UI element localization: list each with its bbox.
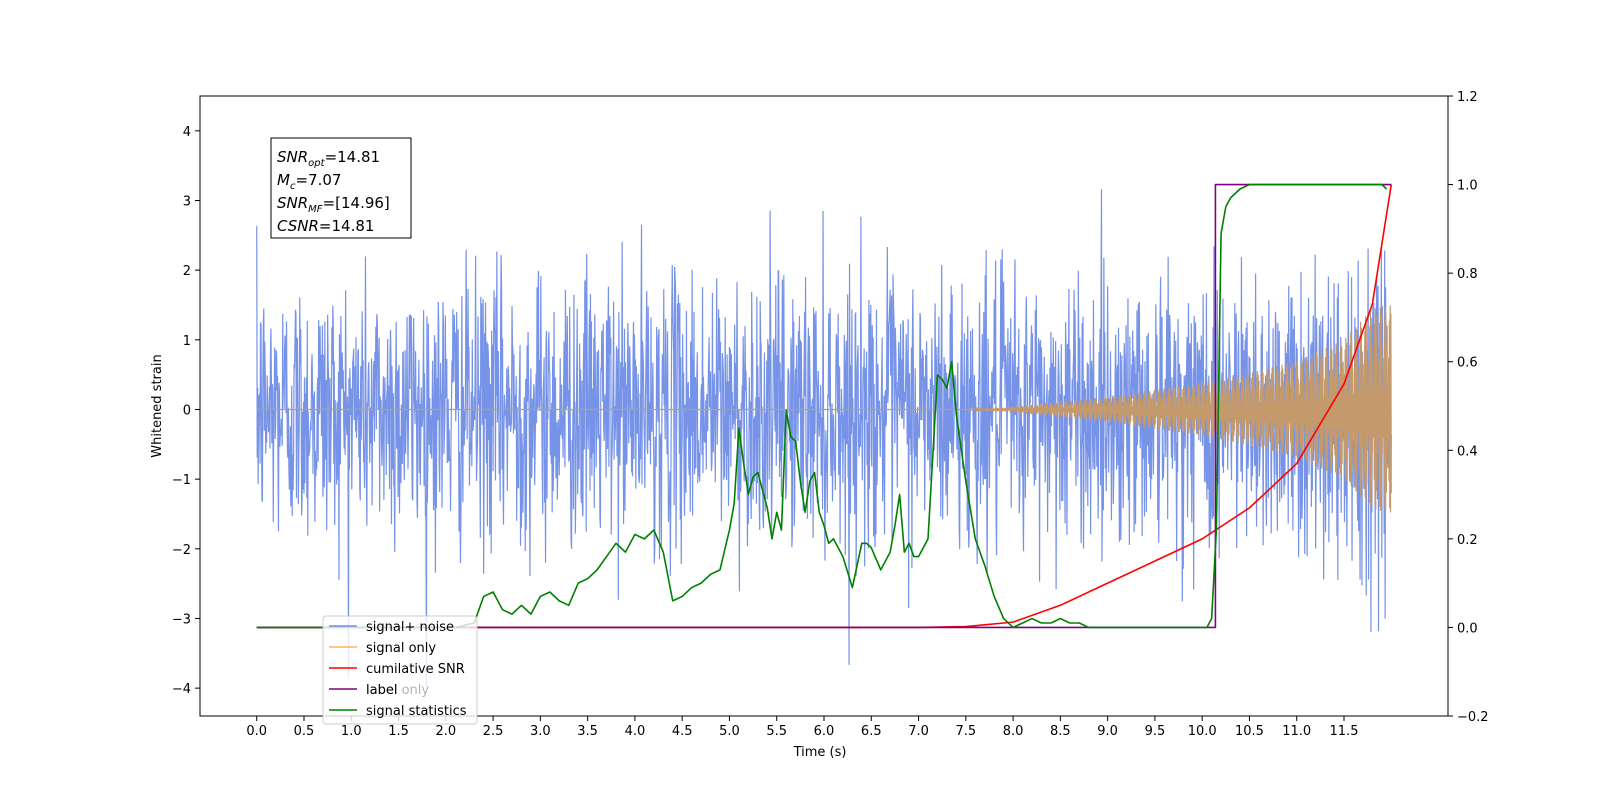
info-csnr: CSNR=14.81 bbox=[277, 217, 374, 235]
series-cumilative-snr bbox=[256, 184, 1393, 629]
info-box: SNRopt=14.81 Mc=7.07 SNRMF=[14.96] CSNR=… bbox=[270, 137, 412, 239]
x-tick-label: 11.5 bbox=[1330, 724, 1359, 739]
y-left-tick-label: −3 bbox=[172, 612, 191, 627]
x-tick-label: 2.5 bbox=[483, 724, 504, 739]
legend-label-label-only: label only bbox=[366, 683, 429, 698]
series-signal-noise bbox=[256, 189, 1392, 688]
x-tick-label: 8.0 bbox=[1003, 724, 1024, 739]
y-right-tick-label: −0.2 bbox=[1457, 710, 1489, 725]
x-tick-label: 11.0 bbox=[1282, 724, 1311, 739]
y-left-tick-label: −1 bbox=[172, 473, 191, 488]
info-csnr-value: =14.81 bbox=[319, 217, 375, 235]
info-chirp-mass: Mc=7.07 bbox=[277, 171, 341, 192]
y-left-tick-label: 2 bbox=[183, 264, 191, 279]
x-tick-label: 3.0 bbox=[530, 724, 551, 739]
y-left-tick-label: 1 bbox=[183, 334, 191, 349]
x-tick-label: 1.0 bbox=[341, 724, 362, 739]
info-snr-opt-sub: opt bbox=[308, 158, 325, 169]
legend-label-signal-statistics: signal statistics bbox=[366, 704, 467, 719]
info-snr-opt-base: SNR bbox=[277, 148, 308, 166]
y-right-tick-label: 1.2 bbox=[1457, 90, 1478, 105]
y-right-tick-label: 1.0 bbox=[1457, 179, 1478, 194]
legend-label-signal-only: signal only bbox=[366, 641, 436, 656]
legend: signal+ noise signal only cumilative SNR… bbox=[322, 615, 478, 725]
info-snr-opt-value: =14.81 bbox=[325, 148, 381, 166]
x-tick-label: 6.0 bbox=[814, 724, 835, 739]
y-right-tick-label: 0.8 bbox=[1457, 267, 1478, 282]
y-right-tick-label: 0.4 bbox=[1457, 444, 1478, 459]
info-snr-opt: SNRopt=14.81 bbox=[277, 148, 380, 169]
y-right-tick-label: 0.0 bbox=[1457, 621, 1478, 636]
x-axis: 0.0 0.5 1.0 1.5 2.0 2.5 3.0 3.5 4.0 4.5 5.0 5.5 6.0 6… bbox=[246, 716, 1358, 739]
info-snr-mf-sub: MF bbox=[308, 204, 323, 215]
info-snr-mf: SNRMF=[14.96] bbox=[277, 194, 390, 215]
x-tick-label: 5.5 bbox=[766, 724, 787, 739]
y-axis-right: 1.2 1.0 0.8 0.6 0.4 0.2 0.0 −0.2 bbox=[1448, 90, 1489, 725]
x-tick-label: 6.5 bbox=[861, 724, 882, 739]
x-tick-label: 9.5 bbox=[1145, 724, 1166, 739]
y-axis-left: 4 3 2 1 0 −1 −2 −3 −4 bbox=[172, 125, 200, 697]
info-chirp-mass-base: M bbox=[277, 171, 290, 189]
legend-frame bbox=[322, 615, 478, 725]
x-tick-label: 2.0 bbox=[435, 724, 456, 739]
legend-label-signal-noise: signal+ noise bbox=[366, 620, 454, 635]
y-axis-label: Whitened strain bbox=[150, 354, 165, 457]
x-tick-label: 8.5 bbox=[1050, 724, 1071, 739]
y-left-tick-label: −2 bbox=[172, 543, 191, 558]
x-tick-label: 9.0 bbox=[1097, 724, 1118, 739]
info-snr-mf-base: SNR bbox=[277, 194, 308, 212]
x-tick-label: 7.0 bbox=[908, 724, 929, 739]
y-left-tick-label: 0 bbox=[183, 403, 191, 418]
y-left-tick-label: 4 bbox=[183, 125, 191, 140]
series-signal-statistics bbox=[256, 183, 1388, 629]
series-label bbox=[256, 183, 1392, 629]
info-snr-mf-value: =[14.96] bbox=[323, 194, 390, 212]
info-chirp-mass-value: =7.07 bbox=[295, 171, 341, 189]
x-tick-label: 0.0 bbox=[246, 724, 267, 739]
x-axis-label: Time (s) bbox=[793, 745, 847, 760]
x-tick-label: 7.5 bbox=[955, 724, 976, 739]
x-tick-label: 1.5 bbox=[388, 724, 409, 739]
info-csnr-base: CSNR bbox=[277, 217, 319, 235]
y-left-tick-label: 3 bbox=[183, 194, 191, 209]
x-tick-label: 3.5 bbox=[577, 724, 598, 739]
y-right-tick-label: 0.6 bbox=[1457, 356, 1478, 371]
y-left-tick-label: −4 bbox=[172, 682, 191, 697]
x-tick-label: 4.0 bbox=[625, 724, 646, 739]
x-tick-label: 4.5 bbox=[672, 724, 693, 739]
x-tick-label: 0.5 bbox=[294, 724, 315, 739]
x-tick-label: 10.5 bbox=[1235, 724, 1264, 739]
info-chirp-mass-sub: c bbox=[290, 181, 296, 192]
legend-label-cumilative-snr: cumilative SNR bbox=[366, 662, 465, 677]
series-signal-only bbox=[256, 305, 1392, 513]
legend-label-label: label bbox=[366, 683, 397, 698]
y-right-tick-label: 0.2 bbox=[1457, 533, 1478, 548]
x-tick-label: 10.0 bbox=[1188, 724, 1217, 739]
x-tick-label: 5.0 bbox=[719, 724, 740, 739]
